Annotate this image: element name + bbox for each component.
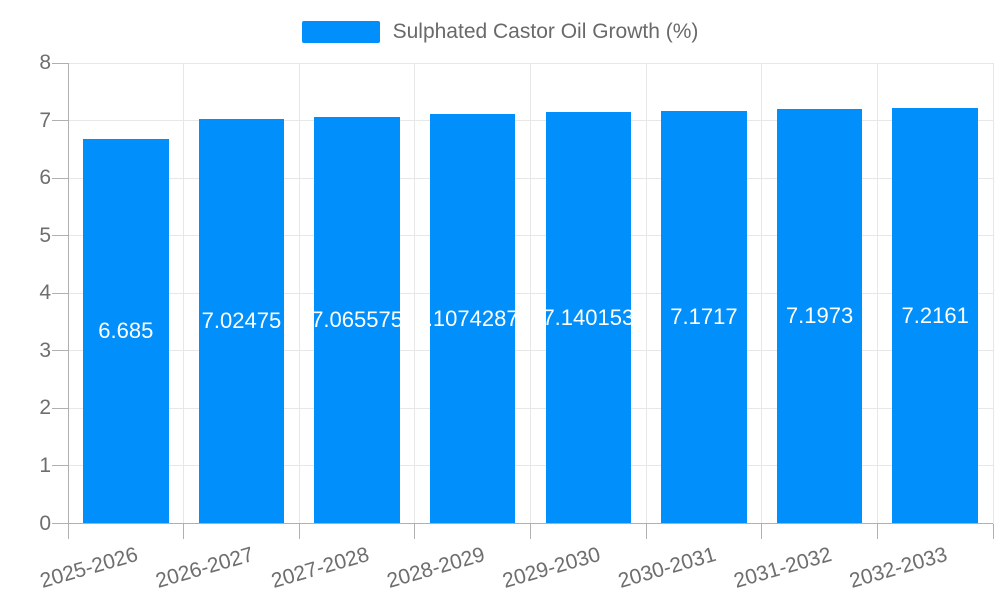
x-axis-tick bbox=[645, 523, 647, 539]
x-axis-tick bbox=[298, 523, 300, 539]
bar-value-label: 7.065575 bbox=[314, 307, 400, 333]
y-axis-label: 6 bbox=[39, 166, 51, 190]
y-axis-label: 1 bbox=[39, 453, 51, 477]
x-axis-tick bbox=[530, 523, 531, 539]
v-gridline bbox=[530, 63, 531, 524]
v-gridline bbox=[183, 63, 185, 524]
x-axis-tick bbox=[183, 523, 185, 539]
y-axis-label: 0 bbox=[39, 511, 51, 535]
x-axis-tick bbox=[992, 523, 994, 539]
bar-value-label: 6.685 bbox=[98, 318, 154, 344]
bar[interactable] bbox=[776, 109, 863, 524]
y-axis-label: 5 bbox=[39, 223, 51, 247]
x-axis-line bbox=[52, 523, 993, 524]
y-axis-label: 8 bbox=[39, 51, 51, 74]
x-axis-tick bbox=[414, 523, 416, 539]
x-axis-tick bbox=[761, 523, 763, 539]
bar-value-label: 7.1717 bbox=[670, 304, 738, 330]
bar-value-label: 7.10742875 bbox=[430, 305, 516, 331]
bar[interactable] bbox=[429, 114, 516, 524]
bar-value-label: 7.140153 bbox=[545, 304, 632, 330]
legend-item[interactable]: Sulphated Castor Oil Growth (%) bbox=[0, 19, 1000, 45]
y-axis-tick bbox=[52, 235, 68, 237]
v-gridline bbox=[992, 63, 994, 524]
v-gridline bbox=[645, 63, 647, 524]
x-axis-tick bbox=[876, 523, 878, 539]
y-axis-tick bbox=[52, 177, 68, 179]
y-axis-tick bbox=[52, 292, 68, 294]
y-axis-label: 3 bbox=[39, 338, 51, 362]
legend-label[interactable]: Sulphated Castor Oil Growth (%) bbox=[392, 20, 699, 43]
x-axis-tick bbox=[67, 523, 69, 539]
y-axis-tick bbox=[52, 120, 68, 122]
v-gridline bbox=[876, 63, 878, 524]
bar[interactable] bbox=[198, 119, 285, 524]
bar[interactable] bbox=[661, 110, 747, 524]
bar[interactable] bbox=[314, 116, 400, 524]
y-axis-label: 4 bbox=[39, 281, 51, 305]
y-axis-line bbox=[67, 63, 69, 524]
v-gridline bbox=[298, 63, 300, 524]
y-axis-tick bbox=[52, 350, 68, 352]
bar-value-label: 7.2161 bbox=[901, 302, 969, 328]
bar-value-label: 7.1973 bbox=[785, 303, 854, 329]
legend-swatch[interactable] bbox=[301, 21, 380, 43]
y-axis-label: 7 bbox=[39, 108, 51, 132]
bar[interactable] bbox=[892, 108, 978, 524]
y-axis-tick bbox=[52, 62, 68, 64]
bar-value-label: 7.02475 bbox=[201, 308, 282, 334]
y-axis-tick bbox=[52, 465, 68, 467]
bar[interactable] bbox=[83, 138, 169, 524]
y-axis-tick bbox=[52, 407, 68, 409]
y-axis-label: 2 bbox=[39, 396, 51, 420]
v-gridline bbox=[761, 63, 763, 524]
v-gridline bbox=[414, 63, 416, 524]
bar[interactable] bbox=[545, 112, 632, 524]
